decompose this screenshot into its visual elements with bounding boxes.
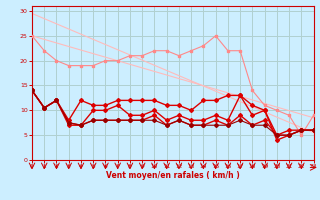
X-axis label: Vent moyen/en rafales ( km/h ): Vent moyen/en rafales ( km/h ): [106, 171, 240, 180]
